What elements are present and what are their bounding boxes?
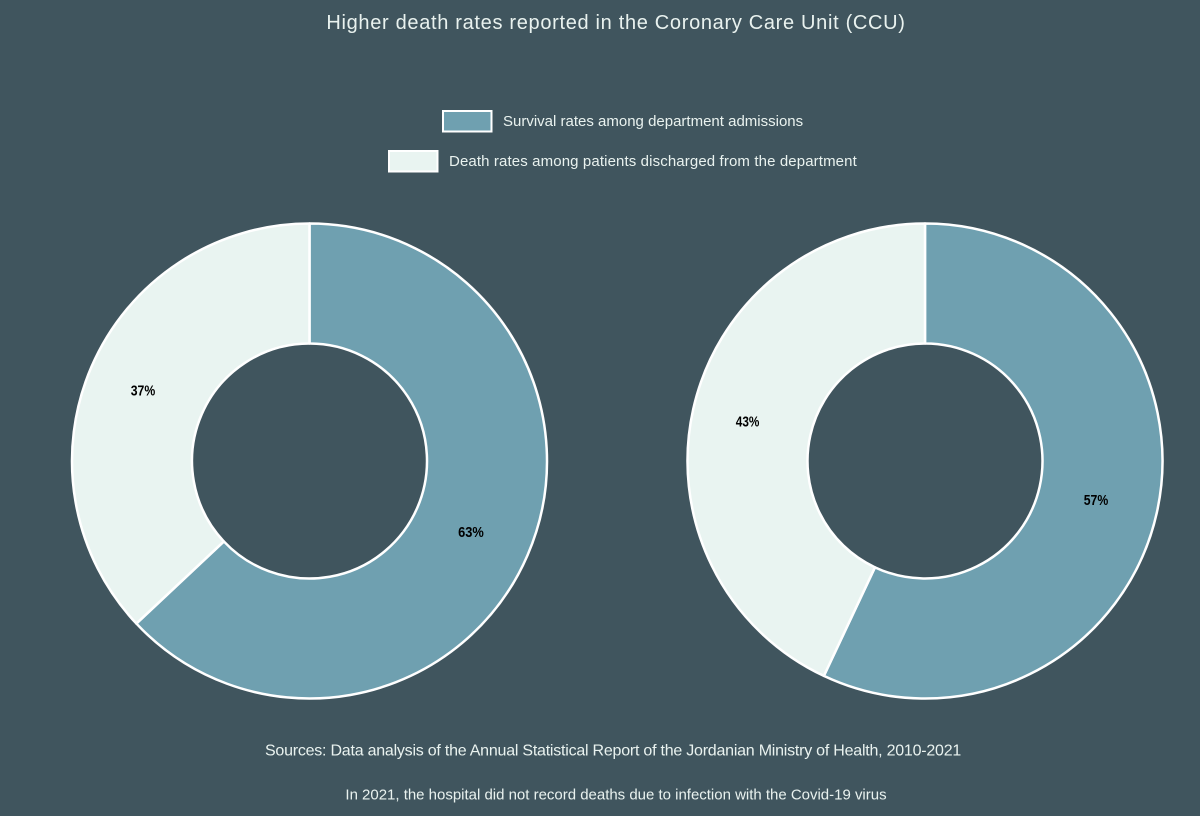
svg-text:Survival rates among departmen: Survival rates among department admissio… [503, 113, 803, 130]
svg-text:In 2021, the hospital did not: In 2021, the hospital did not record dea… [345, 786, 886, 803]
svg-text:43%: 43% [736, 415, 760, 431]
svg-text:Death rates among patients dis: Death rates among patients discharged fr… [449, 153, 858, 170]
svg-text:57%: 57% [1084, 493, 1109, 509]
svg-text:Higher death rates reported in: Higher death rates reported in the Coron… [326, 12, 905, 34]
svg-text:63%: 63% [458, 525, 484, 541]
svg-text:37%: 37% [131, 383, 156, 399]
svg-text:Sources: Data analysis of the: Sources: Data analysis of the Annual Sta… [265, 743, 961, 760]
